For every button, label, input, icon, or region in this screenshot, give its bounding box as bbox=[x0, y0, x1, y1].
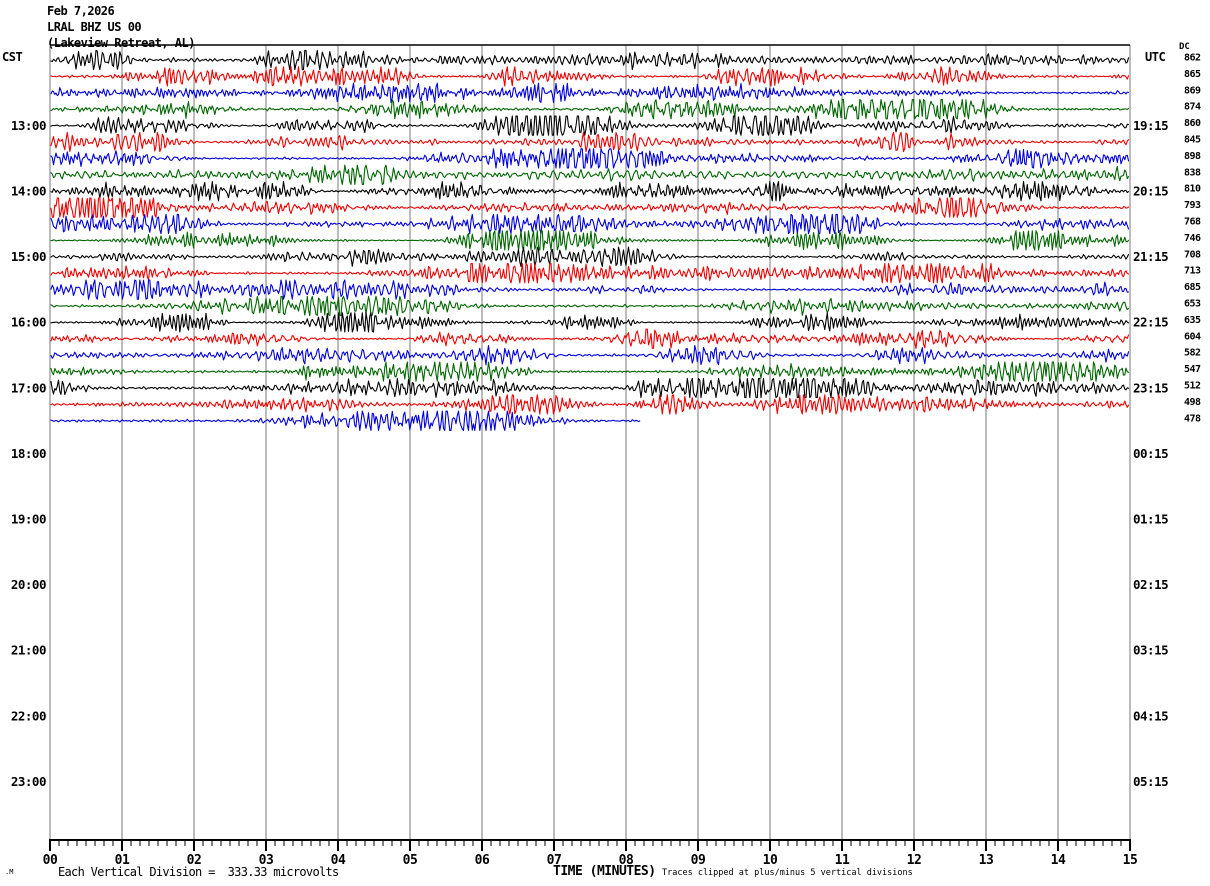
scale-note: Each Vertical Division = 333.33 microvol… bbox=[58, 865, 339, 879]
seismic-trace-row bbox=[50, 66, 1130, 87]
x-tick-label: 09 bbox=[691, 853, 706, 868]
dc-offset-value: 604 bbox=[1184, 331, 1201, 342]
x-tick-label: 14 bbox=[1051, 853, 1066, 868]
dc-offset-value: 862 bbox=[1184, 53, 1201, 64]
cst-hour-label: 20:00 bbox=[11, 577, 46, 592]
seismic-trace-row bbox=[50, 394, 1130, 415]
dc-offset-value: 845 bbox=[1184, 135, 1201, 146]
cst-hour-label: 16:00 bbox=[11, 315, 46, 330]
utc-axis-header: UTC bbox=[1145, 50, 1166, 64]
dc-offset-value: 708 bbox=[1184, 249, 1201, 260]
utc-time-label: 05:15 bbox=[1133, 774, 1168, 789]
seismic-trace-row bbox=[50, 312, 1130, 333]
seismic-trace-row bbox=[50, 377, 1130, 399]
seismic-trace-row bbox=[50, 328, 1130, 349]
x-tick-label: 12 bbox=[907, 853, 922, 868]
dc-offset-value: 898 bbox=[1184, 151, 1201, 162]
dc-offset-value: 547 bbox=[1184, 364, 1201, 375]
dc-offset-value: 746 bbox=[1184, 233, 1201, 244]
dc-offset-value: 869 bbox=[1184, 85, 1201, 96]
station-location: (Lakeview Retreat, AL) bbox=[47, 36, 195, 50]
x-tick-label: 02 bbox=[187, 853, 202, 868]
x-tick-label: 15 bbox=[1123, 853, 1138, 868]
utc-time-label: 00:15 bbox=[1133, 446, 1168, 461]
cst-hour-label: 13:00 bbox=[11, 118, 46, 133]
dc-offset-value: 810 bbox=[1184, 184, 1201, 195]
cst-hour-label: 22:00 bbox=[11, 708, 46, 723]
x-axis-title: TIME (MINUTES) bbox=[553, 864, 656, 879]
x-tick-label: 11 bbox=[835, 853, 850, 868]
seismic-trace-row bbox=[50, 361, 1130, 382]
dc-offset-value: 865 bbox=[1184, 69, 1201, 80]
seismic-trace-row bbox=[50, 213, 1130, 235]
utc-time-label: 03:15 bbox=[1133, 643, 1168, 658]
dc-offset-value: 860 bbox=[1184, 118, 1201, 129]
cst-hour-label: 19:00 bbox=[11, 512, 46, 527]
dc-offset-value: 838 bbox=[1184, 167, 1201, 178]
seismic-trace-row bbox=[50, 246, 1130, 267]
utc-time-label: 19:15 bbox=[1133, 118, 1168, 133]
seismic-trace-row bbox=[50, 230, 1130, 251]
cst-axis-header: CST bbox=[2, 50, 23, 64]
cst-hour-label: 15:00 bbox=[11, 249, 46, 264]
x-tick-label: 03 bbox=[259, 853, 274, 868]
seismic-trace-row bbox=[50, 164, 1130, 185]
cst-hour-label: 18:00 bbox=[11, 446, 46, 461]
cst-hour-label: 17:00 bbox=[11, 380, 46, 395]
station-code: LRAL BHZ US 00 bbox=[47, 20, 142, 34]
utc-time-label: 22:15 bbox=[1133, 315, 1168, 330]
seismic-trace-row bbox=[50, 49, 1130, 71]
cst-hour-label: 14:00 bbox=[11, 184, 46, 199]
dc-offset-value: 768 bbox=[1184, 217, 1201, 228]
seismic-trace-row bbox=[50, 82, 1130, 103]
utc-time-label: 21:15 bbox=[1133, 249, 1168, 264]
utc-time-label: 20:15 bbox=[1133, 184, 1168, 199]
utc-time-label: 23:15 bbox=[1133, 380, 1168, 395]
x-tick-label: 04 bbox=[331, 853, 346, 868]
clip-note: Traces clipped at plus/minus 5 vertical … bbox=[662, 868, 913, 878]
cst-hour-label: 21:00 bbox=[11, 643, 46, 658]
dc-offset-value: 713 bbox=[1184, 266, 1201, 277]
x-tick-label: 05 bbox=[403, 853, 418, 868]
x-tick-label: 08 bbox=[619, 853, 634, 868]
seismic-trace-row bbox=[50, 279, 1130, 300]
dc-offset-value: 653 bbox=[1184, 299, 1201, 310]
seismic-trace-row bbox=[50, 410, 641, 431]
dc-offset-value: 874 bbox=[1184, 102, 1201, 113]
x-tick-label: 01 bbox=[115, 853, 130, 868]
dc-offset-value: 793 bbox=[1184, 200, 1201, 211]
seismic-trace-row bbox=[50, 345, 1130, 366]
plot-date: Feb 7,2026 bbox=[47, 4, 115, 18]
dc-axis-header: DC bbox=[1179, 42, 1190, 52]
utc-time-label: 04:15 bbox=[1133, 708, 1168, 723]
dc-offset-value: 512 bbox=[1184, 381, 1201, 392]
seismic-trace-row bbox=[50, 131, 1130, 153]
dc-offset-value: 498 bbox=[1184, 397, 1201, 408]
utc-time-label: 02:15 bbox=[1133, 577, 1168, 592]
dc-offset-value: 635 bbox=[1184, 315, 1201, 326]
x-tick-label: 07 bbox=[547, 853, 562, 868]
seismic-trace-row bbox=[50, 263, 1130, 284]
x-tick-label: 00 bbox=[43, 853, 58, 868]
cst-hour-label: 23:00 bbox=[11, 774, 46, 789]
utc-time-label: 01:15 bbox=[1133, 512, 1168, 527]
seismic-trace-row bbox=[50, 115, 1130, 136]
dc-offset-value: 582 bbox=[1184, 348, 1201, 359]
dc-offset-value: 478 bbox=[1184, 413, 1201, 424]
corner-mark: .M bbox=[5, 868, 14, 876]
x-tick-label: 13 bbox=[979, 853, 994, 868]
dc-offset-value: 685 bbox=[1184, 282, 1201, 293]
seismic-trace-row bbox=[50, 99, 1130, 120]
seismic-trace-row bbox=[50, 197, 1130, 218]
x-tick-label: 06 bbox=[475, 853, 490, 868]
seismic-trace-row bbox=[50, 181, 1130, 202]
seismic-trace-row bbox=[50, 148, 1130, 169]
seismic-trace-row bbox=[50, 295, 1130, 317]
x-tick-label: 10 bbox=[763, 853, 778, 868]
